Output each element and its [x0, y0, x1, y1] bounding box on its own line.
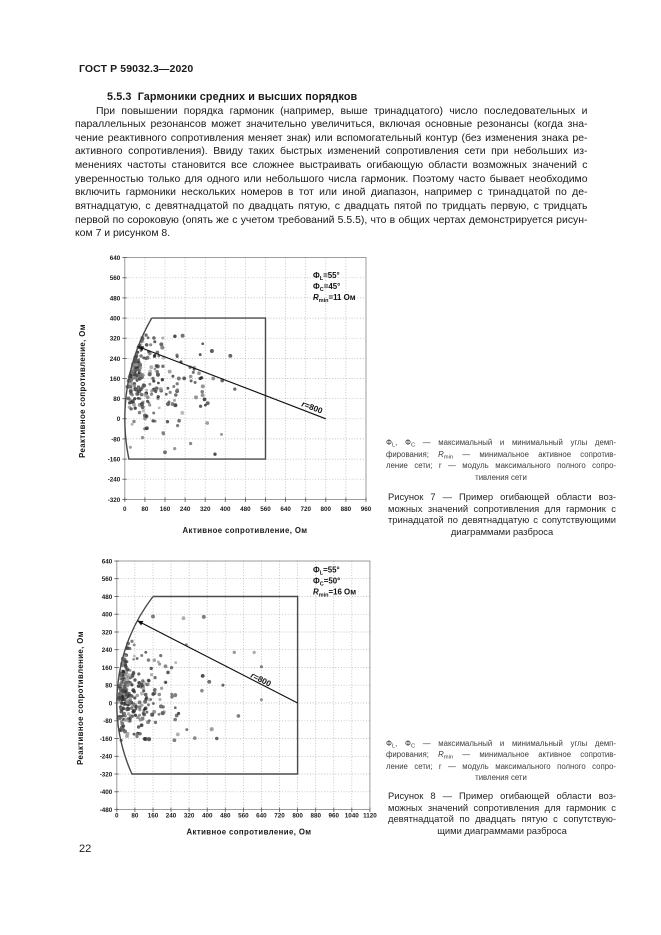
svg-text:80: 80 — [113, 396, 121, 403]
svg-text:-160: -160 — [108, 457, 121, 464]
svg-text:0: 0 — [123, 506, 127, 513]
svg-text:480: 480 — [240, 506, 251, 513]
svg-text:560: 560 — [238, 813, 249, 820]
svg-text:80: 80 — [141, 506, 149, 513]
svg-text:-400: -400 — [100, 789, 113, 796]
svg-text:160: 160 — [160, 506, 171, 513]
svg-text:1040: 1040 — [345, 813, 360, 820]
svg-text:Активное сопротивление, Ом: Активное сопротивление, Ом — [183, 526, 308, 535]
svg-text:0: 0 — [117, 416, 121, 423]
svg-text:-240: -240 — [100, 754, 113, 761]
svg-text:Реактивное сопротивление, Ом: Реактивное сопротивление, Ом — [78, 324, 87, 458]
svg-text:Rmin=16 Ом: Rmin=16 Ом — [313, 588, 356, 599]
svg-text:ФL=55°: ФL=55° — [313, 566, 340, 577]
svg-text:0: 0 — [109, 700, 113, 707]
svg-text:320: 320 — [200, 506, 211, 513]
svg-text:240: 240 — [110, 356, 121, 363]
svg-text:320: 320 — [184, 813, 195, 820]
svg-text:400: 400 — [202, 813, 213, 820]
svg-text:-80: -80 — [111, 436, 121, 443]
svg-text:160: 160 — [102, 665, 113, 672]
svg-text:80: 80 — [131, 813, 139, 820]
svg-text:160: 160 — [148, 813, 159, 820]
svg-text:640: 640 — [280, 506, 291, 513]
svg-text:560: 560 — [102, 576, 113, 583]
svg-text:640: 640 — [102, 558, 113, 565]
svg-text:320: 320 — [102, 629, 113, 636]
svg-text:480: 480 — [110, 295, 121, 302]
svg-text:960: 960 — [361, 506, 372, 513]
svg-text:880: 880 — [341, 506, 352, 513]
svg-text:Реактивное сопротивление, Ом: Реактивное сопротивление, Ом — [76, 631, 85, 765]
svg-text:ФL=55°: ФL=55° — [313, 271, 340, 282]
svg-text:Rmin=11 Ом: Rmin=11 Ом — [313, 293, 356, 304]
svg-text:320: 320 — [110, 336, 121, 343]
svg-text:400: 400 — [220, 506, 231, 513]
svg-text:880: 880 — [310, 813, 321, 820]
svg-text:ФC=45°: ФC=45° — [313, 282, 340, 293]
svg-text:960: 960 — [329, 813, 340, 820]
svg-text:r=800: r=800 — [249, 671, 273, 689]
svg-text:480: 480 — [220, 813, 231, 820]
svg-text:640: 640 — [256, 813, 267, 820]
svg-text:800: 800 — [321, 506, 332, 513]
svg-text:-160: -160 — [100, 736, 113, 743]
svg-text:-320: -320 — [100, 771, 113, 778]
svg-text:480: 480 — [102, 594, 113, 601]
svg-text:-80: -80 — [103, 718, 113, 725]
svg-text:240: 240 — [180, 506, 191, 513]
svg-text:80: 80 — [105, 683, 113, 690]
svg-text:720: 720 — [274, 813, 285, 820]
svg-text:Активное сопротивление, Ом: Активное сопротивление, Ом — [187, 828, 312, 837]
svg-text:400: 400 — [110, 315, 121, 322]
svg-text:1120: 1120 — [363, 813, 377, 820]
svg-text:400: 400 — [102, 612, 113, 619]
svg-text:800: 800 — [292, 813, 303, 820]
svg-text:0: 0 — [115, 813, 119, 820]
svg-text:560: 560 — [110, 275, 121, 282]
svg-text:240: 240 — [166, 813, 177, 820]
svg-text:560: 560 — [260, 506, 271, 513]
svg-text:ФC=50°: ФC=50° — [313, 577, 340, 588]
svg-text:-480: -480 — [100, 807, 113, 814]
svg-text:-240: -240 — [108, 477, 121, 484]
svg-text:720: 720 — [300, 506, 311, 513]
svg-text:160: 160 — [110, 376, 121, 383]
svg-text:240: 240 — [102, 647, 113, 654]
svg-text:640: 640 — [110, 255, 121, 262]
svg-text:-320: -320 — [108, 497, 121, 504]
